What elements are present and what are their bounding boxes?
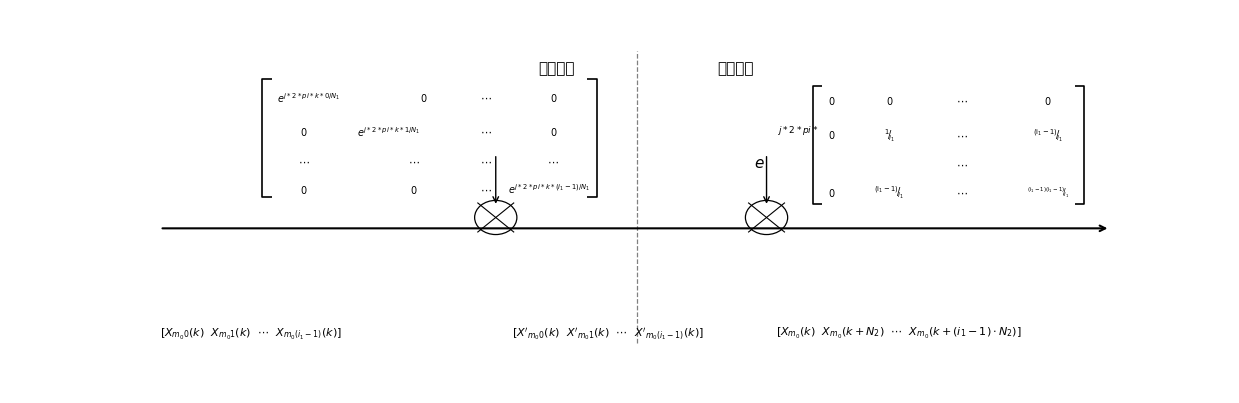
Text: $0$: $0$ — [828, 95, 835, 107]
Text: $0$: $0$ — [828, 187, 835, 199]
Text: 蝶形运算: 蝶形运算 — [717, 61, 755, 76]
Text: $\cdots$: $\cdots$ — [955, 96, 968, 106]
Text: $\cdots$: $\cdots$ — [408, 157, 420, 166]
Text: $\cdots$: $\cdots$ — [955, 160, 968, 170]
Text: $[X_{m_0}(k)\ \ X_{m_0}(k+N_2)\ \ \cdots\ \ X_{m_0}(k+(i_1-1)\cdot N_2)]$: $[X_{m_0}(k)\ \ X_{m_0}(k+N_2)\ \ \cdots… — [776, 326, 1022, 341]
Text: 旋转系数: 旋转系数 — [538, 61, 575, 76]
Text: $j*2*pi*$: $j*2*pi*$ — [777, 124, 819, 137]
Text: $0$: $0$ — [886, 95, 893, 107]
Text: $\cdots$: $\cdots$ — [481, 157, 492, 166]
Text: $0$: $0$ — [550, 92, 558, 104]
Text: $e^{j*2*pi*k*(i_1-1)/N_1}$: $e^{j*2*pi*k*(i_1-1)/N_1}$ — [508, 183, 591, 196]
Text: $\mathregular{^{(i_1-1)(i_1-1)}}\!/\!_{i_1}$: $\mathregular{^{(i_1-1)(i_1-1)}}\!/\!_{i… — [1027, 185, 1069, 200]
Text: $\mathregular{^{(i_1-1)}}\!/\!_{i_1}$: $\mathregular{^{(i_1-1)}}\!/\!_{i_1}$ — [1032, 127, 1063, 144]
Text: $0$: $0$ — [420, 92, 427, 104]
Text: $0$: $0$ — [410, 183, 418, 195]
Text: $[X'_{m_00}(k)\ \ X'_{m_01}(k)\ \ \cdots\ \ X'_{m_0(i_1-1)}(k)]$: $[X'_{m_00}(k)\ \ X'_{m_01}(k)\ \ \cdots… — [512, 326, 704, 342]
Text: $[X_{m_00}(k)\ \ X_{m_01}(k)\ \ \cdots\ \ X_{m_0(i_1-1)}(k)]$: $[X_{m_00}(k)\ \ X_{m_01}(k)\ \ \cdots\ … — [160, 326, 342, 341]
Text: $\mathregular{^{(i_1-1)}}\!/\!_{i_1}$: $\mathregular{^{(i_1-1)}}\!/\!_{i_1}$ — [875, 184, 904, 201]
Text: $0$: $0$ — [550, 126, 558, 138]
Text: $\mathregular{^1}\!/\!_{i_1}$: $\mathregular{^1}\!/\!_{i_1}$ — [883, 127, 896, 144]
Text: $0$: $0$ — [300, 183, 307, 195]
Text: $0$: $0$ — [300, 126, 307, 138]
Text: $\cdots$: $\cdots$ — [955, 188, 968, 197]
Text: $0$: $0$ — [828, 129, 835, 141]
Text: $\cdots$: $\cdots$ — [481, 185, 492, 195]
Text: $e$: $e$ — [755, 156, 766, 171]
Text: $0$: $0$ — [1044, 95, 1052, 107]
Text: $\cdots$: $\cdots$ — [955, 130, 968, 140]
Text: $e^{j*2*pi*k*1/N_1}$: $e^{j*2*pi*k*1/N_1}$ — [357, 125, 420, 139]
Text: $\cdots$: $\cdots$ — [481, 127, 492, 137]
Text: $\cdots$: $\cdots$ — [481, 93, 492, 103]
Text: $\cdots$: $\cdots$ — [548, 157, 559, 166]
Text: $\cdots$: $\cdots$ — [297, 157, 310, 166]
Text: $e^{j*2*pi*k*0/N_1}$: $e^{j*2*pi*k*0/N_1}$ — [276, 91, 341, 105]
